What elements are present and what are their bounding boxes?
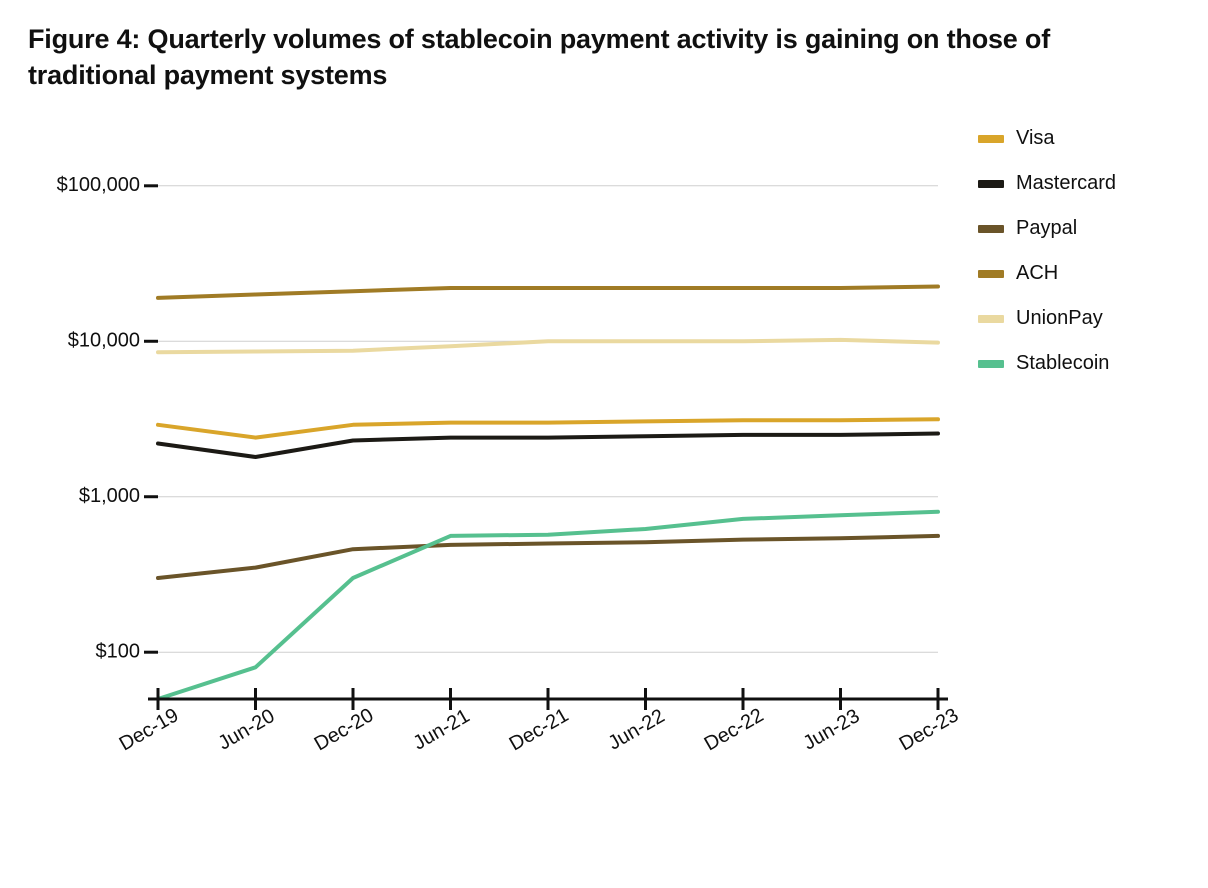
- x-tick-label: Jun-20: [215, 705, 279, 755]
- series-line: [158, 287, 938, 298]
- legend-swatch: [978, 135, 1004, 143]
- legend-label: UnionPay: [1016, 307, 1103, 330]
- y-tick-label: $100,000: [57, 174, 140, 196]
- legend-item: Paypal: [978, 217, 1116, 240]
- legend-item: ACH: [978, 262, 1116, 285]
- y-tick-label: $100: [96, 641, 141, 663]
- y-tick-label: $10,000: [68, 330, 140, 352]
- legend-swatch: [978, 225, 1004, 233]
- legend-swatch: [978, 180, 1004, 188]
- y-tick-label: $1,000: [79, 485, 140, 507]
- x-tick-label: Jun-21: [410, 705, 474, 755]
- series-line: [158, 536, 938, 578]
- figure-wrapper: Figure 4: Quarterly volumes of stablecoi…: [0, 0, 1208, 888]
- legend-label: Stablecoin: [1016, 352, 1109, 375]
- figure-title: Figure 4: Quarterly volumes of stablecoi…: [28, 22, 1180, 93]
- legend-item: Stablecoin: [978, 352, 1116, 375]
- legend-label: Mastercard: [1016, 172, 1116, 195]
- legend-swatch: [978, 270, 1004, 278]
- legend-item: UnionPay: [978, 307, 1116, 330]
- x-tick-label: Dec-19: [116, 704, 183, 755]
- x-tick-label: Dec-21: [506, 704, 573, 755]
- x-tick-label: Dec-20: [311, 704, 378, 755]
- legend-item: Mastercard: [978, 172, 1116, 195]
- chart-area: $100 $1,000 $10,000 $100,000 Dec-19 Jun-20 Dec…: [28, 99, 1008, 819]
- x-tick-label: Jun-23: [800, 705, 864, 755]
- legend-swatch: [978, 360, 1004, 368]
- legend-label: Visa: [1016, 127, 1055, 150]
- line-chart: $100 $1,000 $10,000 $100,000 Dec-19 Jun-20 Dec…: [28, 99, 1008, 819]
- x-tick-label: Jun-22: [605, 705, 669, 755]
- legend-label: ACH: [1016, 262, 1058, 285]
- legend-item: Visa: [978, 127, 1116, 150]
- legend-label: Paypal: [1016, 217, 1077, 240]
- x-tick-label: Dec-23: [896, 704, 963, 755]
- legend: Visa Mastercard Paypal ACH UnionPay Stablecoi…: [978, 127, 1116, 397]
- legend-swatch: [978, 315, 1004, 323]
- x-tick-label: Dec-22: [701, 704, 768, 755]
